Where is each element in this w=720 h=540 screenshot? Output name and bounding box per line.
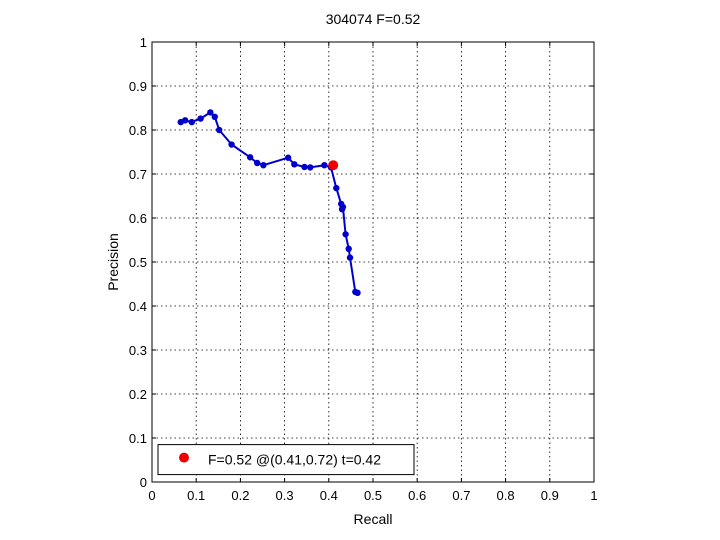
y-tick-label: 0.5 bbox=[129, 255, 147, 270]
data-point bbox=[342, 231, 349, 238]
chart-title: 304074 F=0.52 bbox=[326, 11, 421, 27]
data-point bbox=[284, 154, 292, 161]
data-point bbox=[301, 163, 308, 171]
data-point bbox=[333, 184, 340, 192]
data-point bbox=[253, 159, 261, 167]
grid bbox=[152, 42, 594, 482]
x-tick-label: 0.4 bbox=[320, 488, 338, 503]
data-point bbox=[339, 203, 347, 211]
y-tick-label: 0.8 bbox=[129, 123, 147, 138]
x-tick-label: 0.3 bbox=[276, 488, 294, 503]
data-point bbox=[215, 126, 223, 134]
axis-ticks: 0 0.1 0.2 0.3 0.4 0.5 0.6 0.7 0.8 0.9 1 0 0.1 0.2 0.3 0… bbox=[129, 35, 598, 503]
data-point bbox=[211, 113, 218, 121]
data-point bbox=[346, 254, 354, 261]
data-point bbox=[197, 115, 204, 122]
data-point bbox=[188, 118, 195, 126]
legend-box bbox=[157, 444, 415, 476]
x-tick-label: 0.6 bbox=[408, 488, 426, 503]
best-f-point bbox=[328, 160, 339, 171]
y-tick-label: 1 bbox=[140, 35, 147, 50]
x-axis-label: Recall bbox=[354, 511, 393, 527]
data-point bbox=[307, 164, 314, 171]
series-line bbox=[180, 111, 358, 294]
data-point bbox=[345, 245, 352, 252]
legend: F=0.52 @(0.41,0.72) t=0.42 bbox=[157, 444, 415, 476]
y-tick-label: 0.9 bbox=[129, 79, 147, 94]
y-tick-label: 0.3 bbox=[129, 343, 147, 358]
y-tick-label: 0.2 bbox=[129, 387, 147, 402]
data-point bbox=[228, 141, 235, 148]
data-point bbox=[321, 162, 328, 169]
data-point bbox=[181, 117, 189, 124]
legend-marker bbox=[179, 452, 189, 463]
data-point bbox=[354, 289, 361, 296]
x-tick-label: 0 bbox=[148, 488, 155, 503]
legend-text: F=0.52 @(0.41,0.72) t=0.42 bbox=[208, 452, 381, 468]
data-point bbox=[207, 109, 214, 116]
x-tick-label: 1 bbox=[590, 488, 597, 503]
y-tick-label: 0.4 bbox=[129, 299, 147, 314]
data-point bbox=[260, 162, 267, 169]
data-point bbox=[246, 154, 254, 161]
y-axis-label: Precision bbox=[105, 233, 121, 291]
x-tick-label: 0.1 bbox=[187, 488, 205, 503]
data-point bbox=[291, 161, 298, 168]
x-tick-label: 0.7 bbox=[452, 488, 470, 503]
y-tick-label: 0.6 bbox=[129, 211, 147, 226]
x-tick-label: 0.8 bbox=[497, 488, 515, 503]
y-tick-label: 0.7 bbox=[129, 167, 147, 182]
y-tick-label: 0.1 bbox=[129, 431, 147, 446]
highlight bbox=[328, 160, 339, 171]
x-tick-label: 0.2 bbox=[231, 488, 249, 503]
x-tick-label: 0.5 bbox=[364, 488, 382, 503]
y-tick-label: 0 bbox=[140, 475, 147, 490]
x-tick-label: 0.9 bbox=[541, 488, 559, 503]
series bbox=[177, 109, 361, 296]
